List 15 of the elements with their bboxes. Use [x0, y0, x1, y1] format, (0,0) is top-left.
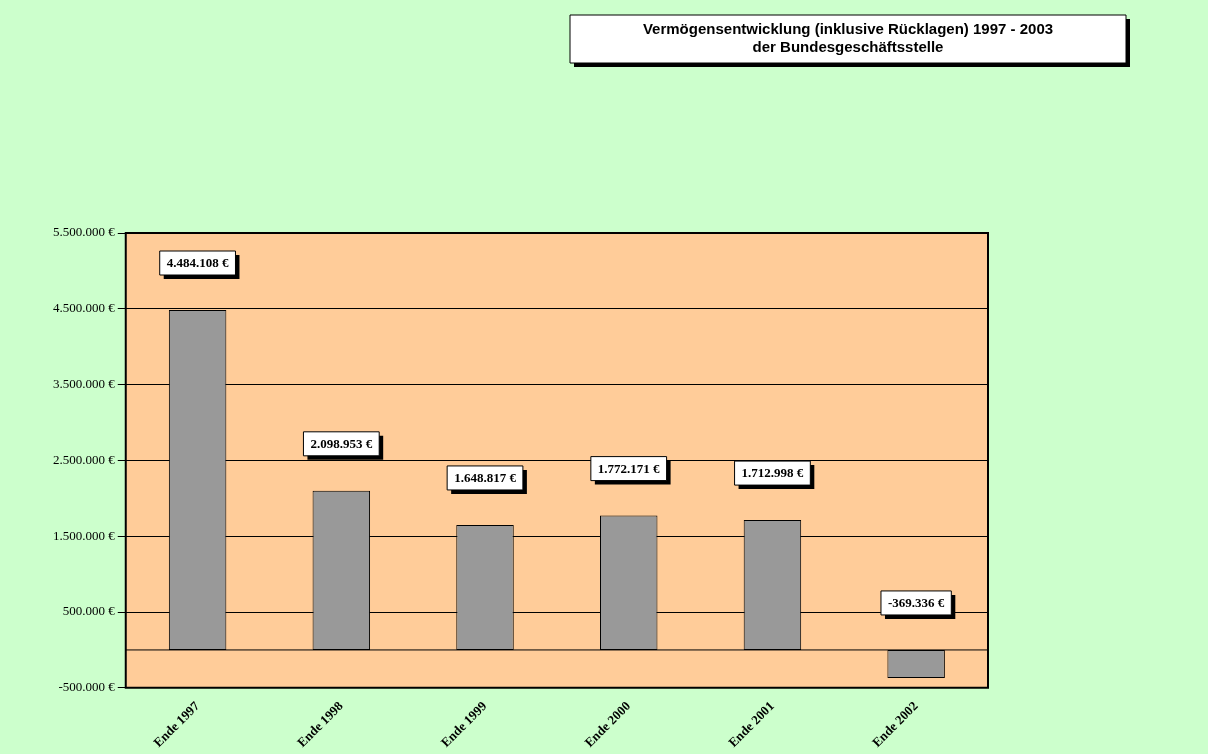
y-tick-label: 500.000 €: [62, 603, 116, 619]
y-tick-label: -500.000 €: [58, 679, 116, 695]
y-tick-label: 3.500.000 €: [53, 376, 116, 392]
y-tick-label: 2.500.000 €: [53, 451, 116, 467]
data-label: 1.772.171 €: [597, 460, 661, 476]
y-tick-label: 4.500.000 €: [53, 300, 116, 316]
y-tick-label: 5.500.000 €: [53, 224, 116, 240]
data-label: 2.098.953 €: [310, 436, 373, 452]
data-label: 1.712.998 €: [741, 465, 804, 481]
chart-title: Vermögensentwicklung (inklusive Rücklagen) 1997 - 2003: [642, 20, 1054, 38]
data-label: 4.484.108 €: [166, 255, 229, 271]
data-label: -369.336 €: [887, 595, 945, 611]
data-label: 1.648.817 €: [454, 470, 517, 486]
y-tick-label: 1.500.000 €: [53, 527, 116, 543]
chart-subtitle: der Bundesgeschäftsstelle: [752, 38, 944, 56]
